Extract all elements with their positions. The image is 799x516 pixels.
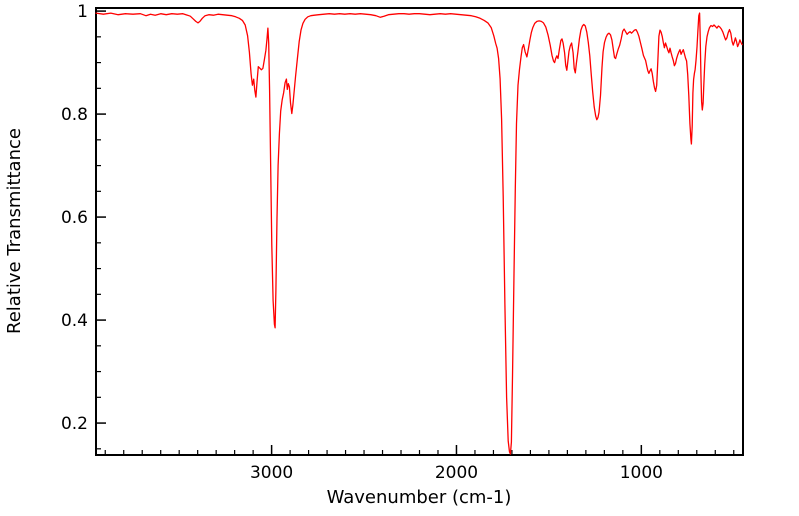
y-tick-label: 0.2 [61, 414, 88, 434]
x-tick-label: 1000 [620, 463, 663, 483]
y-axis-tick-labels: 1 0.8 0.6 0.4 0.2 [61, 2, 88, 434]
x-axis-label: Wavenumber (cm-1) [327, 487, 512, 508]
x-axis-ticks [104, 445, 735, 455]
y-tick-label: 1 [77, 2, 88, 22]
spectrum-line [95, 12, 743, 455]
y-tick-label: 0.8 [61, 105, 88, 125]
x-axis-tick-labels: 3000 2000 1000 [250, 463, 663, 483]
y-tick-label: 0.4 [61, 311, 88, 331]
y-axis-label: Relative Transmittance [4, 128, 25, 334]
x-tick-label: 2000 [435, 463, 478, 483]
x-tick-label: 3000 [250, 463, 293, 483]
y-tick-label: 0.6 [61, 208, 88, 228]
plot-border [95, 7, 744, 456]
y-axis-ticks [96, 10, 106, 450]
